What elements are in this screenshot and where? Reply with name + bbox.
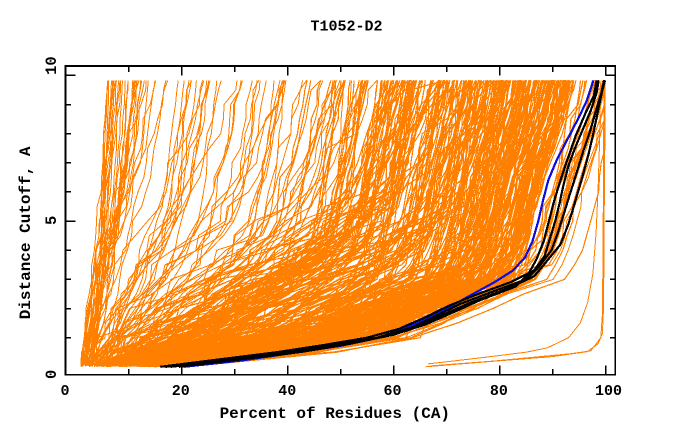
svg-text:0: 0 — [43, 370, 61, 379]
svg-text:100: 100 — [595, 383, 622, 400]
svg-text:Distance Cutoff, A: Distance Cutoff, A — [17, 146, 35, 319]
svg-text:80: 80 — [490, 383, 508, 400]
svg-text:5: 5 — [43, 216, 61, 225]
svg-text:20: 20 — [172, 383, 190, 400]
svg-text:T1052-D2: T1052-D2 — [310, 18, 382, 35]
svg-text:Percent of Residues (CA): Percent of Residues (CA) — [220, 405, 450, 423]
svg-text:60: 60 — [383, 383, 401, 400]
svg-text:10: 10 — [43, 56, 61, 75]
svg-text:40: 40 — [278, 383, 296, 400]
svg-text:0: 0 — [60, 383, 69, 400]
